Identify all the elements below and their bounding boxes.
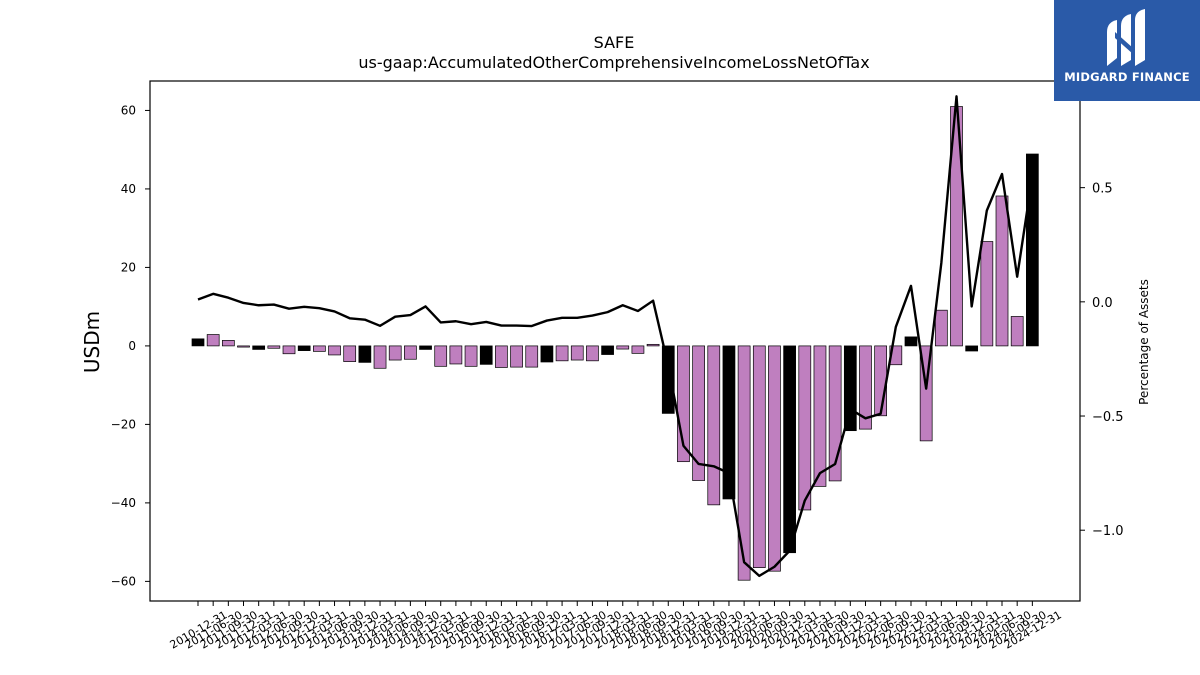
bar-2020-03-31 — [752, 345, 766, 569]
bar-2013-06-30 — [343, 345, 357, 362]
bar-2020-09-30 — [783, 345, 796, 554]
bar-series — [191, 106, 1039, 581]
bar-2024-06-30 — [1010, 316, 1024, 347]
y-tick-label: −60 — [111, 574, 136, 588]
bar-2021-09-30 — [843, 345, 857, 432]
y-tick-label: 0 — [128, 339, 136, 353]
bar-2014-12-31 — [434, 345, 448, 367]
bar-2016-09-30 — [540, 345, 554, 363]
chart-subtitle: us-gaap:AccumulatedOtherComprehensiveInc… — [358, 53, 869, 72]
bar-2014-03-31 — [388, 345, 402, 361]
y-tick-label: 40 — [121, 182, 136, 196]
y-tick-label: 20 — [121, 260, 136, 274]
bar-2011-03-31 — [206, 334, 220, 347]
bar-2016-06-30 — [525, 345, 539, 368]
bar-2023-09-30 — [965, 345, 979, 352]
bar-2015-09-30 — [479, 345, 493, 365]
y2-tick-label: 0.5 — [1092, 182, 1113, 197]
bar-2019-09-30 — [722, 345, 736, 500]
bar-2018-03-31 — [631, 345, 645, 354]
midgard-logo-icon — [1107, 9, 1145, 66]
y-tick-label: −40 — [111, 496, 136, 510]
bar-2015-12-31 — [495, 345, 508, 368]
bar-2014-06-30 — [404, 345, 417, 360]
y-axis-label: USDm — [80, 311, 104, 373]
y2-tick-label: −0.5 — [1092, 410, 1124, 425]
x-axis: 2010-12-312011-06-302011-09-302011-12-31… — [168, 601, 1064, 652]
bar-2022-09-30 — [904, 336, 918, 347]
bar-2016-12-31 — [555, 345, 569, 362]
bar-2019-03-31 — [692, 345, 705, 481]
bar-2012-06-30 — [282, 345, 296, 355]
bar-2023-12-31 — [980, 241, 994, 347]
bar-2019-12-31 — [737, 345, 751, 581]
plot-frame — [149, 80, 1081, 602]
bar-2018-09-30 — [661, 345, 675, 414]
bar-2021-06-30 — [828, 345, 842, 482]
bar-2017-06-30 — [586, 345, 599, 362]
pct-assets-line — [197, 95, 1034, 578]
bar-2017-03-31 — [570, 345, 584, 361]
bar-2023-03-31 — [934, 309, 948, 347]
bar-2019-06-30 — [707, 345, 721, 506]
bar-2018-06-30 — [646, 343, 660, 347]
bar-2011-06-30 — [221, 340, 235, 347]
bar-2015-06-30 — [464, 345, 478, 367]
brand-name: MIDGARD FINANCE — [1064, 70, 1190, 84]
y-tick-label: −20 — [111, 417, 136, 431]
bar-2020-12-31 — [798, 345, 812, 511]
bar-2024-03-31 — [995, 195, 1009, 347]
brand-logo: MIDGARD FINANCE — [1054, 0, 1200, 101]
y-tick-label: 60 — [121, 103, 136, 117]
bar-2014-09-30 — [419, 345, 432, 350]
y2-tick-label: −1.0 — [1092, 524, 1124, 539]
bar-2012-12-31 — [313, 345, 326, 352]
bar-2021-12-31 — [859, 345, 872, 430]
bar-2013-12-31 — [373, 345, 387, 369]
y2-axis: −1.0 −0.5 0.0 0.5 — [1080, 182, 1124, 539]
pct-assets-line-series — [197, 95, 1034, 578]
bar-2017-12-31 — [616, 345, 630, 350]
bar-2013-09-30 — [358, 345, 372, 363]
bar-2021-03-31 — [813, 345, 827, 487]
bar-2016-03-31 — [510, 345, 523, 368]
bar-2022-03-31 — [874, 345, 888, 417]
bar-2010-12-31 — [191, 338, 205, 347]
bar-2017-09-30 — [601, 345, 614, 355]
bar-2011-09-30 — [237, 345, 250, 348]
bar-2012-09-30 — [297, 345, 311, 351]
bar-2013-03-31 — [328, 345, 341, 356]
y2-axis-label: Percentage of Assets — [1137, 279, 1151, 405]
y2-tick-label: 0.0 — [1092, 296, 1113, 311]
bar-2011-12-31 — [252, 345, 266, 350]
chart-title: SAFE — [594, 33, 635, 52]
bar-2012-03-31 — [267, 345, 281, 349]
bar-2020-06-30 — [768, 345, 781, 572]
y-axis: −60 −40 −20 0 20 40 60 — [111, 103, 150, 588]
bar-2015-03-31 — [449, 345, 463, 365]
